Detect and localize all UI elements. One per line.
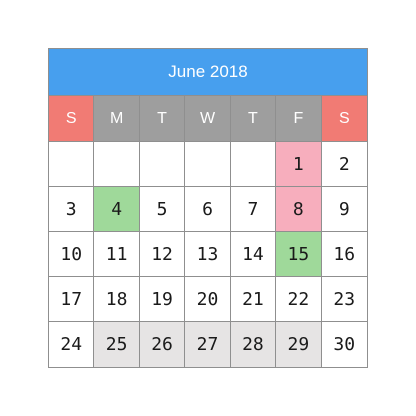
empty-day-cell — [230, 142, 277, 187]
day-cell-27[interactable]: 27 — [185, 322, 231, 367]
weekday-label-wed: W — [185, 96, 231, 141]
day-cell-26[interactable]: 26 — [139, 322, 186, 367]
day-cell-15[interactable]: 15 — [276, 232, 322, 277]
weekday-label-sat: S — [321, 96, 367, 141]
day-cell-28[interactable]: 28 — [230, 322, 277, 367]
day-cell-22[interactable]: 22 — [276, 277, 322, 322]
weekday-header-row: S M T W T F S — [49, 96, 367, 142]
day-cell-3[interactable]: 3 — [49, 187, 95, 232]
day-cell-25[interactable]: 25 — [94, 322, 140, 367]
weekday-label-thu: T — [230, 96, 277, 141]
month-title: June 2018 — [49, 49, 367, 96]
day-cell-7[interactable]: 7 — [230, 187, 277, 232]
weekday-label-sun: S — [49, 96, 95, 141]
day-cell-18[interactable]: 18 — [94, 277, 140, 322]
empty-day-cell — [185, 142, 231, 187]
empty-day-cell — [49, 142, 95, 187]
day-cell-24[interactable]: 24 — [49, 322, 95, 367]
day-cell-4[interactable]: 4 — [94, 187, 140, 232]
day-cell-30[interactable]: 30 — [333, 334, 356, 355]
weekday-label-tue: T — [139, 96, 186, 141]
day-cell-19[interactable]: 19 — [139, 277, 186, 322]
day-cell-17[interactable]: 17 — [49, 277, 95, 322]
day-cell-9[interactable]: 9 — [321, 187, 367, 232]
day-cell-12[interactable]: 12 — [139, 232, 186, 277]
day-cell-23[interactable]: 23 — [321, 277, 367, 322]
day-cell-1[interactable]: 1 — [276, 142, 322, 187]
days-grid: 1 2 3 4 5 6 7 8 9 10 11 12 13 14 15 16 17 18 19 20 21 22 23 24 2… — [49, 142, 367, 367]
day-cell-16[interactable]: 16 — [321, 232, 367, 277]
empty-day-cell — [139, 142, 186, 187]
day-cell-8[interactable]: 8 — [276, 187, 322, 232]
day-cell-5[interactable]: 5 — [139, 187, 186, 232]
day-cell-11[interactable]: 11 — [94, 232, 140, 277]
day-cell-20[interactable]: 20 — [185, 277, 231, 322]
day-cell-2[interactable]: 2 — [321, 142, 367, 187]
day-cell-13[interactable]: 13 — [185, 232, 231, 277]
day-cell-14[interactable]: 14 — [230, 232, 277, 277]
weekday-label-mon: M — [94, 96, 140, 141]
weekday-label-fri: F — [276, 96, 322, 141]
day-cell-21[interactable]: 21 — [230, 277, 277, 322]
day-cell-29[interactable]: 29 — [276, 322, 322, 367]
empty-day-cell — [94, 142, 140, 187]
calendar: June 2018 S M T W T F S 1 2 3 4 5 6 7 8 9 10 11 12 1… — [48, 48, 368, 368]
day-cell-6[interactable]: 6 — [185, 187, 231, 232]
day-cell-10[interactable]: 10 — [49, 232, 95, 277]
